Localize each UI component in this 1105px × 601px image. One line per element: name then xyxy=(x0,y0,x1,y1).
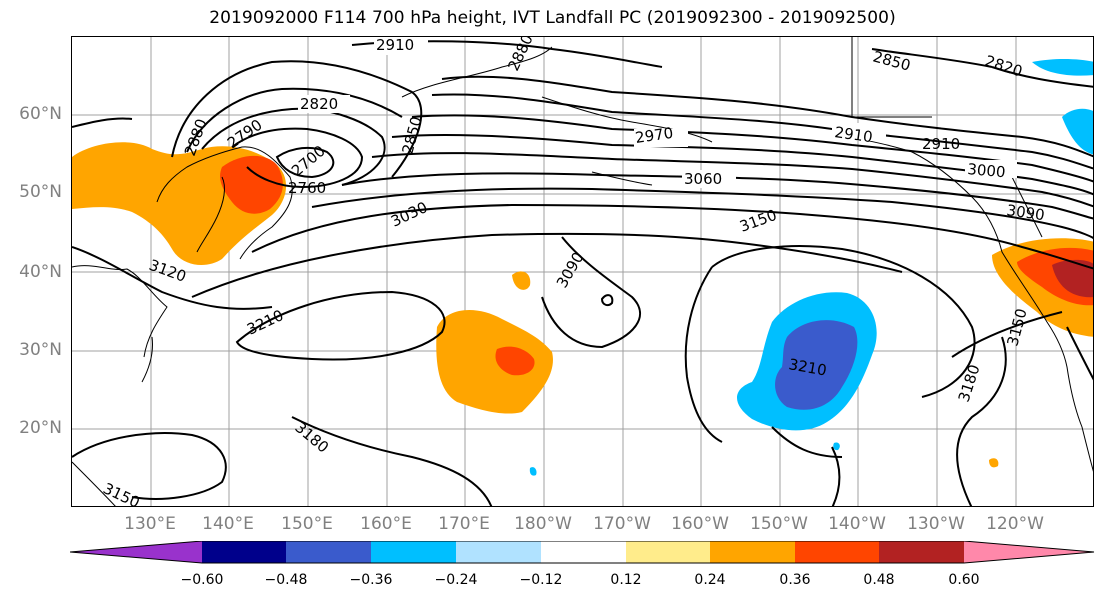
lon-label: 170°E xyxy=(438,514,490,534)
colorbar-segment xyxy=(879,541,964,563)
lat-label: 50°N xyxy=(19,182,62,202)
colorbar-tick: −0.48 xyxy=(264,572,308,588)
colorbar-segment xyxy=(541,541,626,563)
lon-label: 180°W xyxy=(514,514,572,534)
colorbar-tick: −0.36 xyxy=(349,572,393,588)
lon-label: 120°W xyxy=(986,514,1044,534)
colorbar-segment xyxy=(710,541,795,563)
lon-label: 130°E xyxy=(124,514,176,534)
contour-label: 2910 xyxy=(376,37,414,54)
colorbar-segment xyxy=(626,541,710,563)
lon-label: 140°E xyxy=(202,514,254,534)
colorbar-segment xyxy=(202,541,286,563)
lat-label: 30°N xyxy=(19,340,62,360)
contour-label: 3180 xyxy=(955,362,984,404)
lon-label: 160°E xyxy=(360,514,412,534)
colorbar-tick: 0.48 xyxy=(863,572,895,588)
contour-label: 3090 xyxy=(553,249,588,291)
contour-label: 3180 xyxy=(291,418,332,456)
colorbar-segment xyxy=(286,541,371,563)
contour-label: 3150 xyxy=(1003,306,1030,348)
contour-label: 2970 xyxy=(634,124,674,147)
contour-label: 2850 xyxy=(871,47,913,74)
contour-label: 2910 xyxy=(922,135,960,153)
lat-label: 40°N xyxy=(19,262,62,282)
contour-label: 2820 xyxy=(983,52,1025,81)
contour-label: 2820 xyxy=(300,95,338,113)
colorbar-segment xyxy=(456,541,541,563)
colorbar-tick: −0.24 xyxy=(434,572,478,588)
contour-label: 2880 xyxy=(504,37,536,74)
contour-label: 3000 xyxy=(967,160,1007,181)
graticule xyxy=(72,37,1093,506)
lon-label: 170°W xyxy=(593,514,651,534)
contour-label: 3090 xyxy=(1005,201,1045,224)
lon-label: 150°W xyxy=(750,514,808,534)
colorbar-tick: −0.12 xyxy=(519,572,563,588)
contour-label: 3120 xyxy=(147,256,189,286)
lat-label: 60°N xyxy=(19,104,62,124)
colorbar-extend-max xyxy=(964,541,1094,563)
map-title: 2019092000 F114 700 hPa height, IVT Land… xyxy=(209,8,896,28)
ivt-shading xyxy=(72,59,1093,476)
map-panel: 2910 2850 2820 2820 2880 2880 2790 2970 … xyxy=(71,36,1094,507)
colorbar-tick: −0.60 xyxy=(180,572,224,588)
colorbar-extend-min xyxy=(70,541,202,563)
contour-label: 3210 xyxy=(244,306,286,338)
colorbar-tick: 0.60 xyxy=(948,572,980,588)
lon-label: 160°W xyxy=(671,514,729,534)
contour-label: 3150 xyxy=(100,479,142,507)
lat-label: 20°N xyxy=(19,418,62,438)
colorbar-segment xyxy=(795,541,879,563)
colorbar-tick: 0.36 xyxy=(779,572,811,588)
contour-label: 3030 xyxy=(388,198,430,230)
lon-label: 130°W xyxy=(907,514,965,534)
contour-label: 3060 xyxy=(684,170,722,188)
colorbar-tick: 0.24 xyxy=(694,572,726,588)
colorbar-segment xyxy=(371,541,456,563)
contour-label: 2760 xyxy=(288,179,326,197)
map-canvas: 2910 2850 2820 2820 2880 2880 2790 2970 … xyxy=(72,37,1093,507)
colorbar xyxy=(70,541,1095,564)
lon-label: 150°E xyxy=(281,514,333,534)
colorbar-tick: 0.12 xyxy=(610,572,642,588)
contour-label: 2910 xyxy=(833,123,873,146)
lon-label: 140°W xyxy=(828,514,886,534)
height-contours xyxy=(72,40,1093,506)
